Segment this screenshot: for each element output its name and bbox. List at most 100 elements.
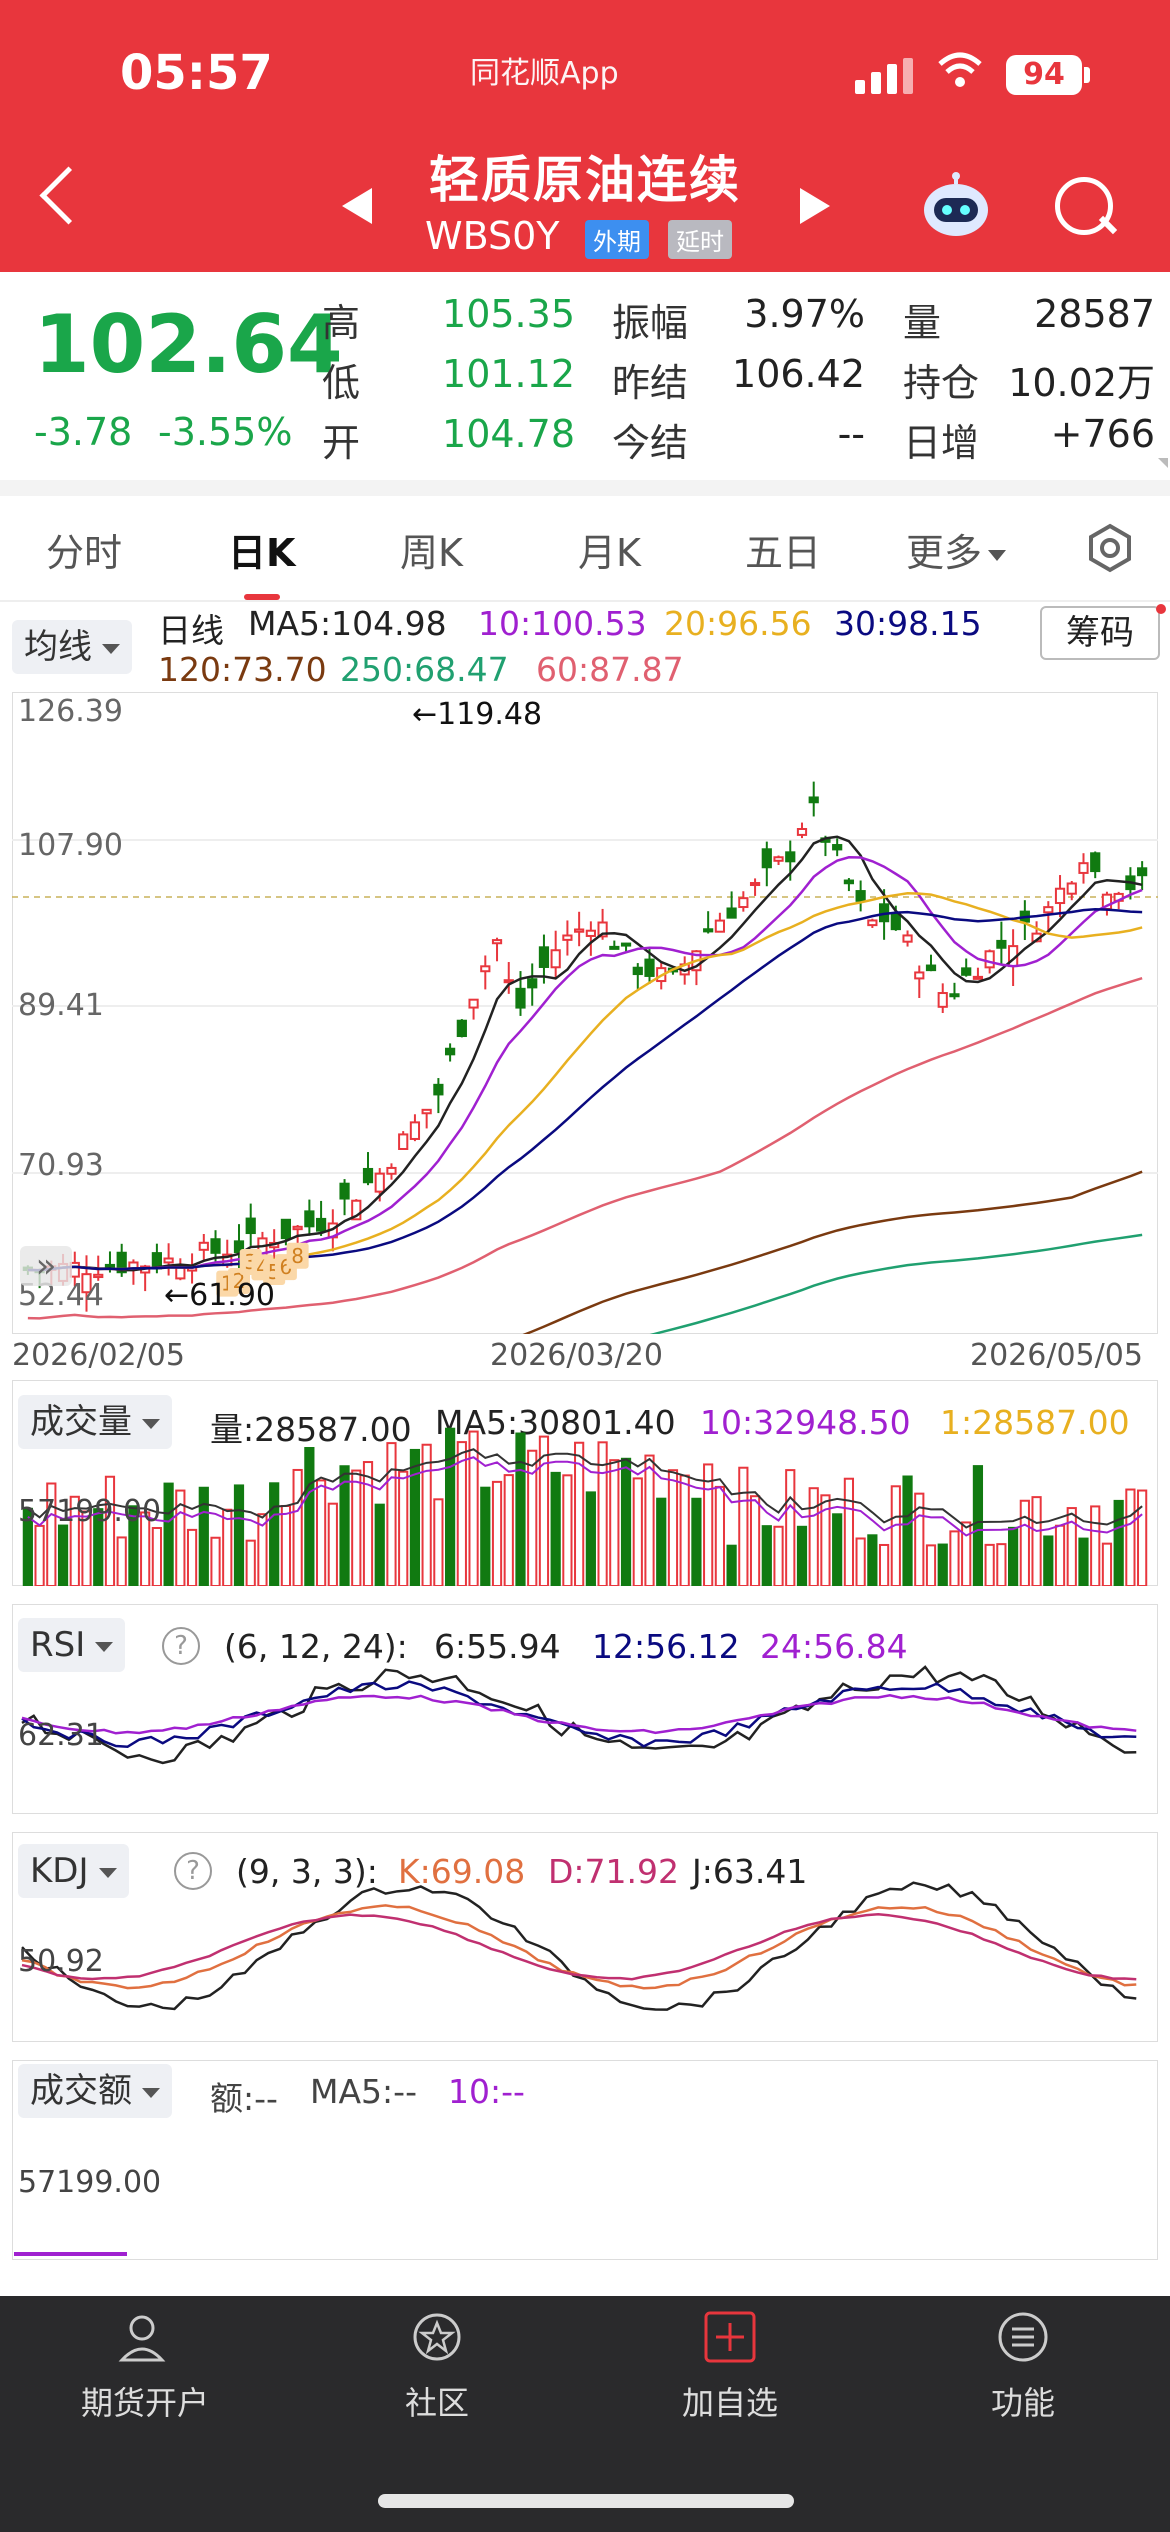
tab-timeshare[interactable]: 分时 bbox=[46, 531, 123, 575]
volume-bar bbox=[93, 1508, 104, 1586]
candle-body bbox=[81, 1273, 92, 1294]
chip-distribution-button[interactable]: 筹码 bbox=[1040, 606, 1160, 660]
active-tab-indicator bbox=[244, 594, 280, 600]
last-price: 102.64 bbox=[34, 298, 343, 391]
volume-bar bbox=[1090, 1505, 1101, 1586]
candle-body bbox=[597, 921, 608, 938]
expand-corner-icon[interactable] bbox=[1158, 458, 1168, 468]
candle-body bbox=[550, 949, 561, 969]
volume-dropdown[interactable]: 成交量 bbox=[18, 1395, 172, 1449]
chevron-down-icon bbox=[95, 1641, 114, 1652]
volume-bar bbox=[104, 1475, 116, 1586]
volume-bar bbox=[644, 1454, 655, 1586]
nav-add-watchlist[interactable]: 加自选 bbox=[681, 2384, 778, 2422]
candle-body bbox=[796, 828, 808, 836]
candles bbox=[22, 781, 1148, 1312]
volume-bar bbox=[749, 1495, 761, 1586]
volume-chart[interactable] bbox=[12, 1380, 1158, 1586]
amount-value: 额:-- bbox=[210, 2079, 278, 2118]
kdj-j: J:63.41 bbox=[692, 1852, 808, 1891]
candle-body bbox=[585, 929, 596, 937]
candle-body bbox=[843, 879, 855, 885]
rsi-24: 24:56.84 bbox=[760, 1627, 908, 1666]
volume-bar bbox=[538, 1435, 550, 1586]
help-icon[interactable]: ? bbox=[162, 1627, 200, 1665]
volume-bar bbox=[503, 1474, 514, 1586]
rsi-chart[interactable] bbox=[12, 1604, 1158, 1814]
candle-body bbox=[527, 978, 538, 989]
rsi-dropdown[interactable]: RSI bbox=[18, 1618, 126, 1672]
volume-bar bbox=[785, 1469, 796, 1586]
high-label: 高 bbox=[322, 301, 361, 345]
candle-body bbox=[480, 965, 491, 973]
amount-ma10: 10:-- bbox=[448, 2072, 525, 2111]
ma30-value: 30:98.15 bbox=[834, 604, 982, 643]
nav-open-account[interactable]: 期货开户 bbox=[80, 2384, 209, 2422]
volume-bar bbox=[1078, 1537, 1089, 1586]
x-label: 2026/02/05 bbox=[12, 1338, 185, 1373]
volume-bar bbox=[1066, 1507, 1077, 1586]
volume-bar bbox=[773, 1525, 784, 1586]
tab-more[interactable]: 更多 bbox=[906, 522, 1007, 577]
search-icon[interactable] bbox=[1055, 177, 1113, 235]
nav-community[interactable]: 社区 bbox=[404, 2384, 469, 2422]
help-icon[interactable]: ? bbox=[174, 1852, 212, 1890]
candle-body bbox=[398, 1133, 409, 1150]
ma10-value: 10:100.53 bbox=[478, 604, 647, 643]
candle-body bbox=[491, 939, 503, 945]
amp-label: 振幅 bbox=[612, 301, 689, 345]
kdj-dropdown[interactable]: KDJ bbox=[18, 1844, 129, 1898]
ma-dropdown[interactable]: 均线 bbox=[12, 620, 132, 674]
volume-bar bbox=[1137, 1489, 1148, 1586]
signal-number: 8 bbox=[291, 1244, 304, 1268]
volume-bar bbox=[972, 1465, 984, 1586]
volume-bar bbox=[1125, 1488, 1136, 1586]
chevron-down-icon bbox=[142, 1418, 160, 1429]
amount-chart[interactable] bbox=[12, 2060, 1158, 2260]
volume-bar bbox=[996, 1543, 1007, 1586]
rsi-lines bbox=[21, 1665, 1137, 1765]
candle-body bbox=[808, 796, 819, 804]
volume-bar bbox=[456, 1441, 467, 1586]
market-tag: 外期 bbox=[585, 220, 649, 259]
kdj-chart[interactable] bbox=[12, 1832, 1158, 2042]
volume-bar bbox=[656, 1497, 667, 1586]
gear-icon[interactable] bbox=[1085, 523, 1135, 573]
volume-bar bbox=[315, 1479, 327, 1586]
next-contract-icon[interactable] bbox=[800, 188, 830, 224]
home-indicator bbox=[378, 2494, 794, 2508]
nav-functions[interactable]: 功能 bbox=[990, 2384, 1055, 2422]
volume-bar bbox=[327, 1502, 338, 1586]
ma-dropdown-label: 均线 bbox=[24, 627, 92, 667]
candle-body bbox=[1043, 906, 1054, 914]
oi-value: 10.02万 bbox=[1008, 361, 1155, 405]
candle-body bbox=[949, 993, 960, 998]
ma-line bbox=[27, 856, 1143, 1272]
volume-bar bbox=[667, 1469, 679, 1586]
x-label: 2026/05/05 bbox=[970, 1338, 1143, 1373]
robot-assistant-icon[interactable] bbox=[920, 170, 992, 242]
volume-bar bbox=[480, 1486, 491, 1586]
candle-body bbox=[890, 913, 901, 931]
tab-daily-k[interactable]: 日K bbox=[228, 531, 296, 575]
tab-monthly-k[interactable]: 月K bbox=[578, 531, 641, 575]
tab-weekly-k[interactable]: 周K bbox=[400, 531, 463, 575]
volume-bar bbox=[151, 1527, 162, 1586]
volume-bar bbox=[515, 1432, 526, 1586]
tab-five-day[interactable]: 五日 bbox=[745, 531, 822, 575]
chevron-down-icon bbox=[98, 1867, 117, 1878]
volume-bar bbox=[937, 1543, 948, 1586]
ma20-value: 20:96.56 bbox=[664, 604, 812, 643]
volume-bar bbox=[620, 1457, 632, 1586]
expand-left-icon[interactable]: » bbox=[20, 1246, 72, 1286]
volume-bar bbox=[796, 1525, 808, 1586]
oi-inc-label: 日增 bbox=[903, 421, 980, 465]
volume-bar bbox=[878, 1543, 890, 1586]
candle-body bbox=[433, 1083, 444, 1096]
volume-bar bbox=[890, 1485, 901, 1586]
amount-dropdown[interactable]: 成交额 bbox=[18, 2064, 172, 2118]
candle-body bbox=[175, 1266, 186, 1280]
volume-bar bbox=[902, 1475, 913, 1586]
prev-contract-icon[interactable] bbox=[342, 188, 372, 224]
